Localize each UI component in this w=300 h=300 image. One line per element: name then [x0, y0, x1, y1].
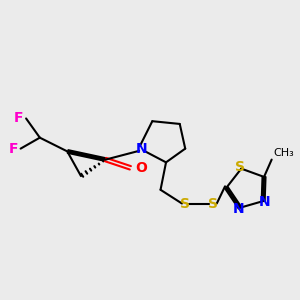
Text: S: S: [235, 160, 245, 174]
Text: N: N: [136, 142, 147, 156]
Text: CH₃: CH₃: [273, 148, 294, 158]
Text: N: N: [233, 202, 244, 216]
Text: F: F: [14, 111, 23, 125]
Text: O: O: [135, 161, 147, 175]
Text: N: N: [259, 196, 270, 209]
Text: F: F: [8, 142, 18, 156]
Text: S: S: [180, 196, 190, 211]
Text: S: S: [208, 196, 218, 211]
